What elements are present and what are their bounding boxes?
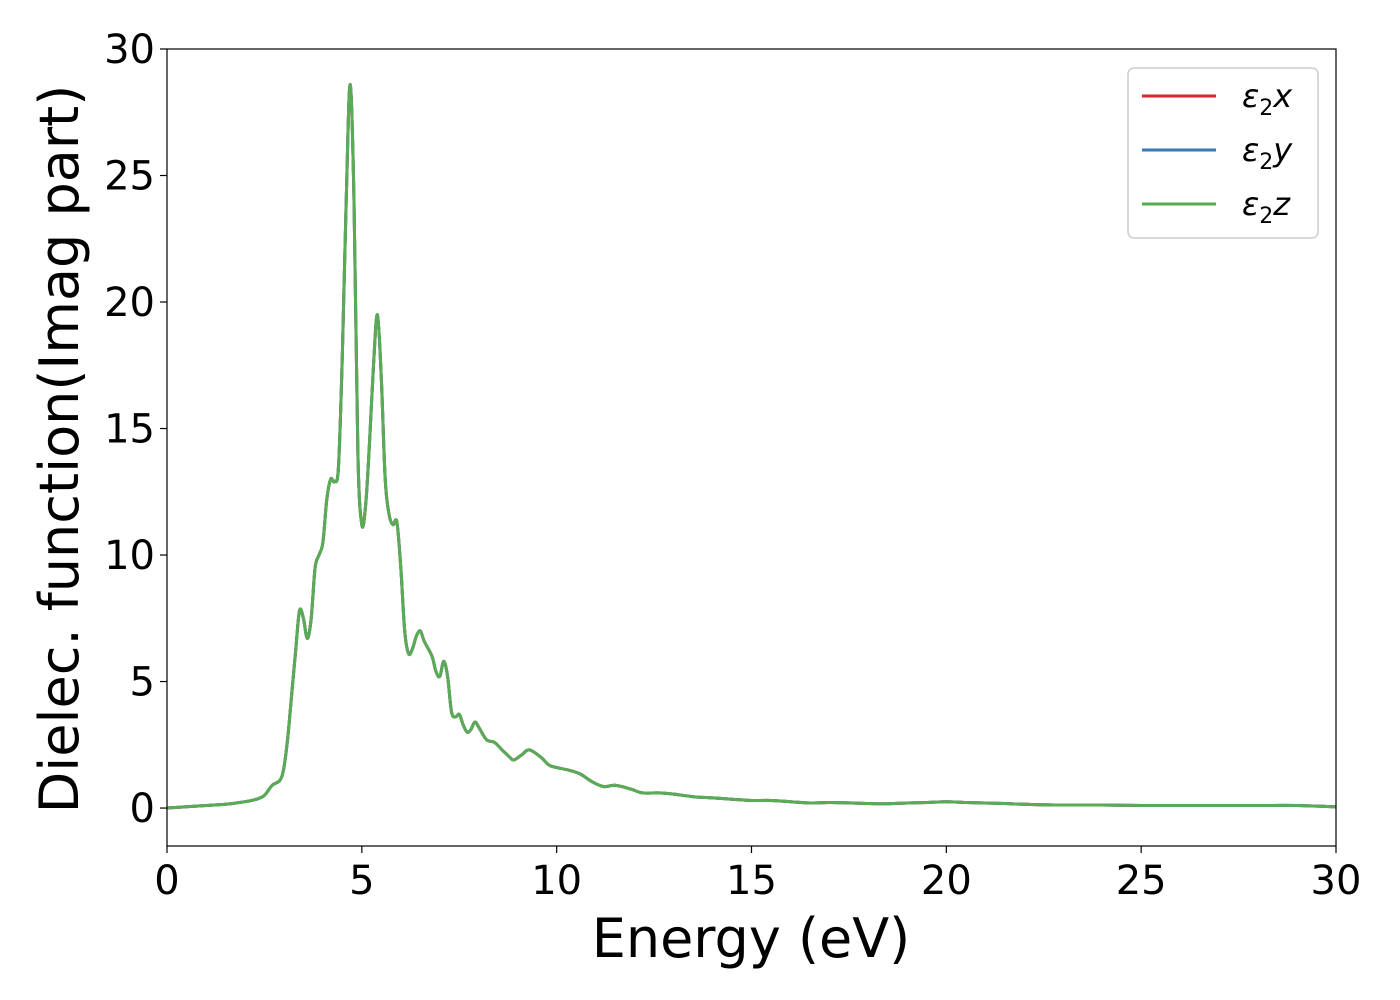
y-tick-label-6: 30 <box>104 27 155 73</box>
x-tick-label-2: 10 <box>531 858 582 904</box>
x-tick-label-5: 25 <box>1116 858 1167 904</box>
series-layer <box>166 82 1337 810</box>
series-line-2 <box>166 82 1337 810</box>
legend-items: ε2x ε2y ε2z <box>1142 77 1293 229</box>
x-tick-label-4: 20 <box>921 858 972 904</box>
y-axis-label: Dielec. function(Imag part) <box>28 85 91 814</box>
y-tick-label-5: 25 <box>104 154 155 200</box>
legend-frame <box>1127 67 1319 239</box>
legend-label-0: ε2x <box>1242 77 1293 121</box>
x-tick-label-6: 30 <box>1311 858 1362 904</box>
x-axis-label: Energy (eV) <box>592 907 911 970</box>
legend-label-2: ε2z <box>1242 185 1291 229</box>
x-tick-label-0: 0 <box>154 858 179 904</box>
y-tick-label-2: 10 <box>104 533 155 579</box>
y-tick-label-3: 15 <box>104 407 155 453</box>
legend: ε2x ε2y ε2z <box>1127 67 1319 239</box>
y-tick-label-1: 5 <box>130 660 155 706</box>
ticks-layer: 0 5 10 15 20 25 30 0 5 10 15 20 25 30 <box>104 27 1361 904</box>
y-tick-label-0: 0 <box>130 786 155 832</box>
y-tick-label-4: 20 <box>104 280 155 326</box>
x-tick-label-1: 5 <box>349 858 374 904</box>
x-tick-label-3: 15 <box>726 858 777 904</box>
legend-label-1: ε2y <box>1242 131 1293 175</box>
